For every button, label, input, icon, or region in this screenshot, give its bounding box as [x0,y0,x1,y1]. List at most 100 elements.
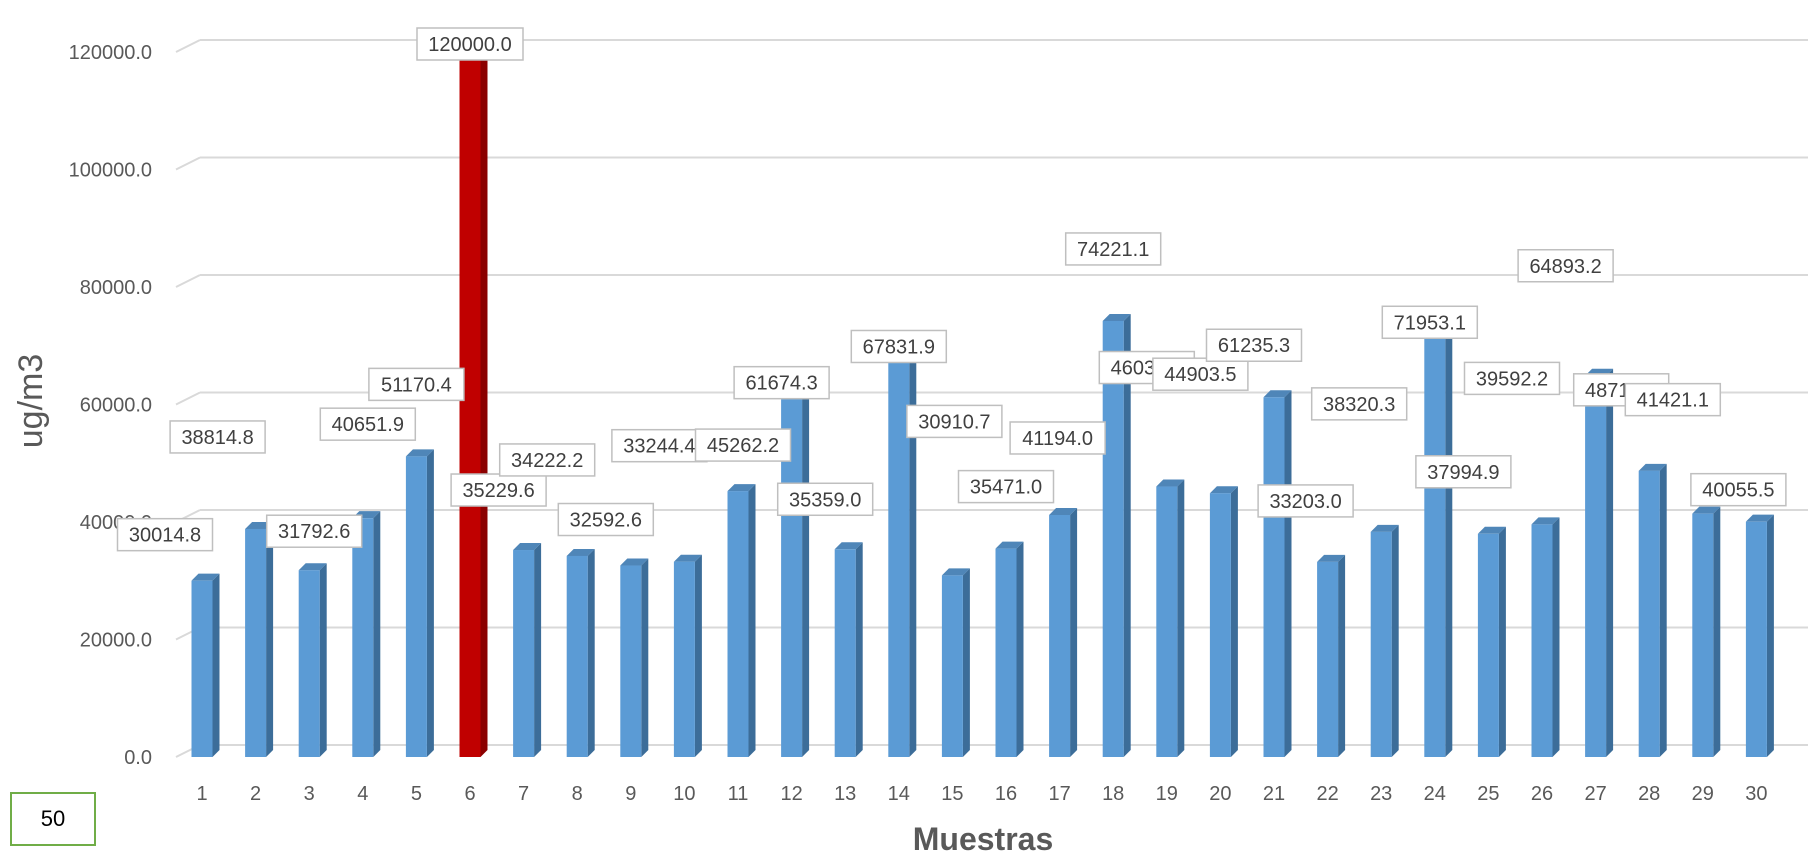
bar-side [694,554,702,757]
data-label-box [498,443,596,477]
bar-top [727,484,756,492]
bar [1049,514,1071,757]
data-label: 37994.9 [1415,455,1512,489]
x-tick-label: 16 [995,783,1017,805]
data-label-box [611,428,708,463]
y-tick-label: 100000.0 [69,160,152,182]
bar [566,555,588,757]
data-label-box [1463,361,1561,396]
bar-top [1102,313,1131,321]
data-label-box [557,502,655,537]
bar-side [641,558,649,757]
bar [1209,493,1231,757]
data-label-box [906,404,1003,439]
bar-top [673,554,702,562]
data-label: 74221.1 [1064,232,1162,266]
x-tick-label: 14 [888,783,910,805]
x-tick-label: 29 [1692,783,1714,805]
bar-top [1531,517,1560,525]
x-tick-label: 21 [1263,783,1285,805]
bar-top [566,548,595,556]
bar [1263,397,1285,757]
data-label-box [1517,249,1614,283]
bar-top [1263,390,1292,398]
x-tick-label: 15 [941,783,963,805]
bar [405,456,427,757]
data-label-box [1064,232,1162,266]
data-label-text: 67831.9 [863,336,935,358]
data-label-box [416,27,524,61]
data-label-box [1257,484,1354,518]
x-tick-label: 13 [834,783,856,805]
bar-top [1370,524,1399,532]
x-tick-label: 27 [1584,783,1606,805]
data-label: 120000.0 [416,27,524,61]
data-label-text: 38814.8 [181,427,253,449]
bar-top [1209,486,1238,494]
bar [834,549,856,757]
bar-top [1745,514,1774,522]
y-axis-ticks: 0.020000.040000.060000.080000.0100000.01… [69,42,152,769]
bar-side [426,449,434,757]
data-label-box [169,420,266,454]
bar-side [373,511,381,757]
data-label-text: 32592.6 [570,510,642,532]
data-label-text: 74221.1 [1077,239,1149,261]
bar [352,518,374,757]
x-tick-label: 11 [728,783,749,805]
x-tick-label: 9 [625,783,636,805]
gridline-slant [175,391,201,406]
bar [298,570,320,757]
x-axis-ticks: 1 2 3 4 5 6 7 8 9 10 11 12 13 14 15 16 17 18 19 20 21 22 23 24 2… [196,783,1767,805]
bar-side [1177,479,1185,757]
bar-side [266,521,274,757]
bar-side [1552,517,1560,757]
data-labels: 30014.8 38814.8 31792.6 40651.9 51170.4 12000… [116,27,1787,552]
bar [1477,533,1499,757]
y-tick-label: 80000.0 [80,277,152,299]
data-label-box [1009,421,1106,455]
data-label: 41421.1 [1624,382,1722,417]
bar-side [1659,463,1667,757]
bar [1156,486,1178,757]
data-label-box [265,514,363,548]
data-label-text: 40055.5 [1702,480,1774,502]
data-label: 35471.0 [957,469,1055,504]
bar-top [941,568,970,576]
data-label-box [116,517,214,552]
data-label-box [1310,387,1408,421]
data-label-text: 35471.0 [970,477,1042,499]
bar-top [834,542,863,550]
data-label: 34222.2 [498,443,596,477]
data-label-text: 45262.2 [707,435,779,457]
data-label-text: 30014.8 [129,525,201,547]
data-label-text: 33244.4 [623,436,695,458]
x-tick-label: 12 [780,783,802,805]
bar-side [1016,541,1024,757]
data-label: 61235.3 [1205,328,1303,362]
data-label-box [1690,472,1787,507]
data-label-box [1415,455,1512,489]
bar-top [1638,463,1667,471]
bar-top [1692,506,1721,514]
bar-side [1284,390,1292,757]
x-tick-label: 25 [1477,783,1499,805]
bar [1424,334,1446,757]
bar-side [962,568,970,757]
bar [888,358,910,757]
data-label: 31792.6 [265,514,363,548]
data-label-text: 40651.9 [332,414,404,436]
gridline-slant [175,156,201,171]
page-number-box: 50 [10,792,96,846]
bar [727,491,749,757]
x-tick-label: 6 [464,783,475,805]
bar-side [534,543,542,757]
data-label: 32592.6 [557,502,655,537]
bar-side [1391,524,1399,757]
x-tick-label: 28 [1638,783,1660,805]
x-tick-label: 5 [411,783,422,805]
data-label-text: 33203.0 [1269,491,1341,513]
gridline-slant [175,39,201,53]
data-label-text: 120000.0 [428,34,511,56]
